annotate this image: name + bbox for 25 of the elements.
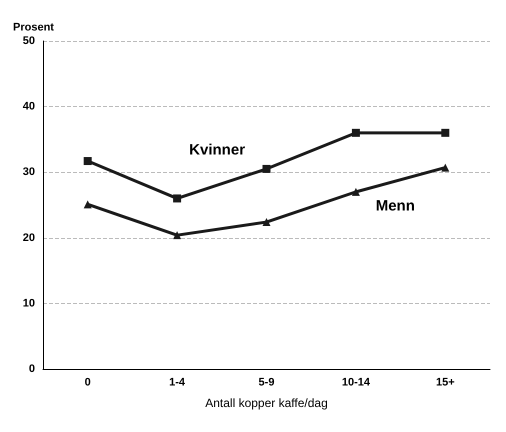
point <box>262 164 270 173</box>
x-tick-label: 10-14 <box>342 376 371 388</box>
point <box>262 218 270 226</box>
y-tick-label: 50 <box>22 35 35 47</box>
point <box>441 128 450 137</box>
point <box>173 231 182 240</box>
series-label: Menn <box>376 198 415 215</box>
y-tick-label: 0 <box>28 363 35 375</box>
x-tick-label: 5-9 <box>258 376 274 388</box>
x-tick-label: 15+ <box>436 376 455 388</box>
point <box>441 164 450 172</box>
y-tick-label: 30 <box>22 166 35 178</box>
x-tick-label: 1-4 <box>169 376 186 388</box>
y-tick-label: 10 <box>22 297 35 310</box>
point <box>352 128 360 137</box>
y-tick-label: 40 <box>22 100 35 113</box>
point <box>352 188 360 196</box>
x-tick-label: 0 <box>84 376 91 388</box>
point <box>84 157 92 166</box>
series-label: Kvinner <box>189 141 246 158</box>
point <box>84 200 92 208</box>
point <box>173 194 182 202</box>
y-axis-title: Prosent <box>13 22 54 34</box>
y-tick-label: 20 <box>22 232 35 244</box>
x-axis-title: Antall kopper kaffe/dag <box>205 396 328 410</box>
